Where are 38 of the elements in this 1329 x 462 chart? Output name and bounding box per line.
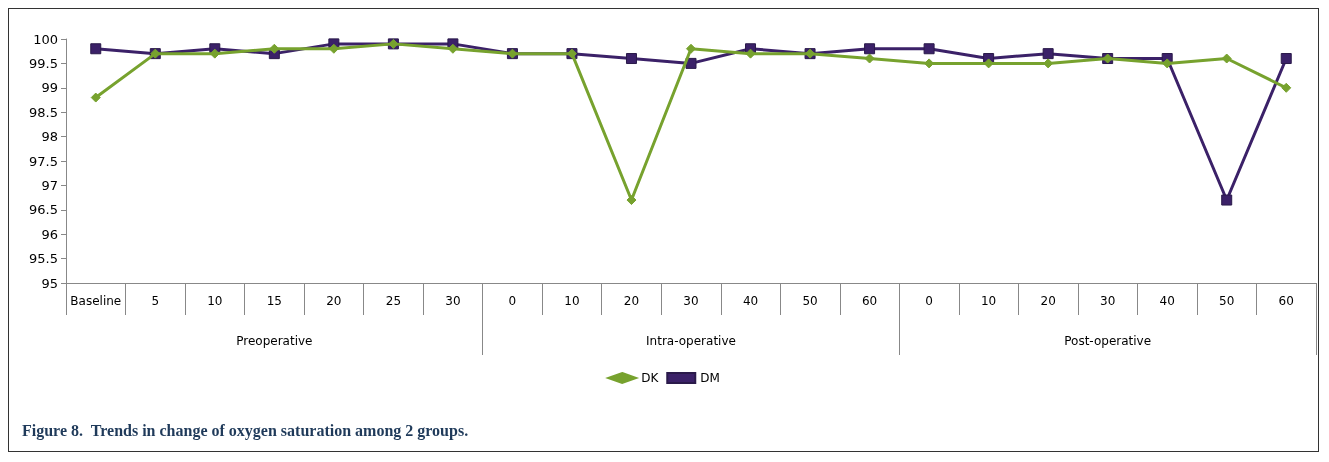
x-tick-label: 30 [683, 294, 699, 308]
x-tick-label: 20 [1040, 294, 1056, 308]
x-tick-label: 10 [980, 294, 997, 308]
x-tick-label: 5 [151, 294, 160, 308]
x-tick-label: 30 [1100, 294, 1116, 308]
x-tick-label: 40 [1159, 294, 1175, 308]
x-tick-label: 20 [623, 294, 640, 308]
y-tick-label: 99 [41, 80, 58, 96]
x-tick-label: 30 [445, 294, 461, 308]
x-tick-label: 50 [1219, 294, 1235, 308]
legend-label: DM [700, 371, 720, 385]
x-tick-label: 60 [1278, 294, 1294, 308]
text: Post-operative [1064, 334, 1152, 348]
text: Preoperative [236, 334, 313, 348]
x-tick-label: 40 [742, 294, 759, 308]
y-tick-label: 100 [33, 31, 58, 47]
x-tick-label: 10 [564, 294, 580, 308]
y-tick-label: 98.5 [29, 104, 58, 120]
y-tick-label: 99.5 [29, 55, 58, 71]
x-tick-label: 25 [385, 294, 402, 308]
y-tick-label: 95 [41, 275, 58, 291]
text: Figure 8. Trends in change of oxygen saturation among 2 groups. [22, 421, 469, 440]
y-tick-label: 97 [41, 177, 58, 193]
x-tick-label: 0 [925, 294, 933, 308]
y-tick-label: 96.5 [29, 202, 58, 218]
y-tick-label: 95.5 [29, 251, 58, 267]
x-tick-label: 50 [802, 294, 818, 308]
y-tick-label: 97.5 [29, 153, 58, 169]
x-tick-label: Baseline [70, 294, 122, 308]
y-tick-label: 96 [41, 226, 58, 242]
x-tick-label: 60 [861, 294, 878, 308]
text: Intra-operative [646, 334, 736, 348]
legend-label: DK [641, 371, 660, 385]
x-tick-label: 20 [326, 294, 342, 308]
x-tick-label: 15 [266, 294, 282, 308]
y-tick-label: 98 [41, 129, 58, 145]
x-tick-label: 0 [508, 294, 517, 308]
x-tick-label: 10 [207, 294, 223, 308]
